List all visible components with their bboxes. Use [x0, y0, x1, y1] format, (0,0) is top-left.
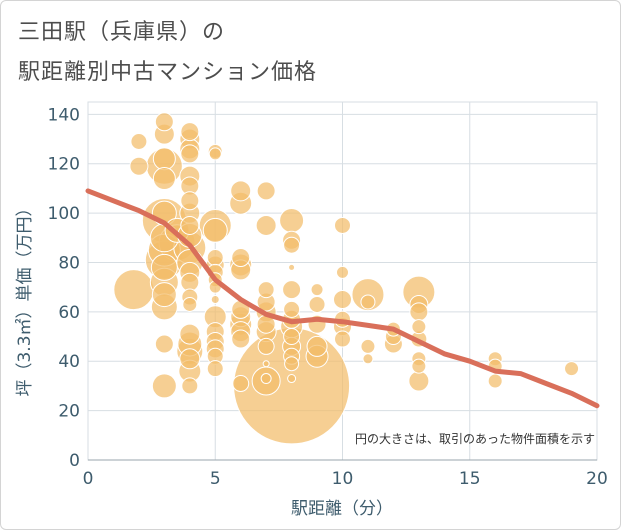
- data-bubble: [409, 302, 429, 322]
- data-bubble: [180, 144, 200, 164]
- data-bubble: [180, 272, 200, 292]
- data-bubble: [210, 295, 220, 305]
- data-bubble: [360, 294, 376, 310]
- bubble-layer: [113, 112, 580, 445]
- data-bubble: [151, 373, 177, 399]
- data-bubble: [334, 330, 351, 348]
- data-bubble: [181, 377, 199, 395]
- data-bubble: [306, 335, 328, 357]
- data-bubble: [310, 283, 324, 297]
- data-bubble: [152, 147, 176, 171]
- data-bubble: [255, 214, 277, 236]
- y-tick-label: 120: [48, 155, 80, 175]
- y-tick-label: 0: [69, 451, 80, 471]
- data-bubble: [279, 208, 305, 234]
- x-axis-label: 駅距離（分）: [291, 499, 393, 519]
- data-bubble: [260, 373, 272, 385]
- data-bubble: [231, 329, 251, 349]
- data-bubble: [257, 337, 275, 355]
- y-tick-label: 80: [58, 253, 80, 273]
- data-bubble: [232, 374, 250, 392]
- data-bubble: [360, 338, 376, 354]
- data-bubble: [151, 282, 177, 308]
- data-bubble: [288, 263, 296, 271]
- data-bubble: [262, 360, 270, 368]
- data-bubble: [206, 360, 224, 378]
- size-annotation: 円の大きさは、取引のあった物件面積を示す: [355, 431, 595, 446]
- data-bubble: [282, 280, 302, 300]
- data-bubble: [129, 156, 149, 176]
- y-tick-label: 20: [58, 402, 80, 422]
- data-bubble: [256, 181, 276, 201]
- data-bubble: [113, 269, 155, 311]
- x-tick-label: 5: [210, 469, 221, 489]
- data-bubble: [130, 133, 148, 151]
- data-bubble: [179, 348, 201, 370]
- data-bubble: [284, 356, 300, 372]
- chart-title-line-1: 三田駅（兵庫県）の: [18, 20, 226, 45]
- x-tick-label: 20: [586, 469, 608, 489]
- x-tick-label: 10: [332, 469, 354, 489]
- data-bubble: [152, 167, 176, 191]
- data-bubble: [411, 319, 427, 335]
- data-bubble: [230, 180, 252, 202]
- data-bubble: [182, 296, 198, 312]
- y-tick-label: 140: [48, 105, 80, 125]
- trend-line: [85, 188, 600, 409]
- chart-title-line-2: 駅距離別中古マンション価格: [18, 60, 318, 85]
- data-bubble: [206, 249, 224, 267]
- data-bubble: [231, 248, 251, 268]
- data-bubble: [362, 353, 374, 365]
- data-bubble: [411, 358, 427, 374]
- trend-layer: [85, 188, 600, 409]
- y-tick-label: 60: [58, 303, 80, 323]
- data-bubble: [257, 281, 275, 299]
- data-bubble: [150, 253, 178, 281]
- y-axis-label: 坪（3.3㎡）単価（万円）: [15, 199, 35, 396]
- data-bubble: [208, 147, 222, 161]
- data-bubble: [202, 217, 228, 243]
- data-bubble: [180, 122, 200, 142]
- data-bubble: [180, 191, 200, 211]
- data-bubble: [334, 216, 351, 234]
- data-bubble: [154, 112, 174, 132]
- x-tick-label: 0: [83, 469, 94, 489]
- data-bubble: [487, 373, 503, 389]
- data-bubble: [283, 300, 301, 318]
- axis-layer: 0 5 10 15 20 0 20 40 60 80 100 120 140: [48, 105, 608, 489]
- data-bubble: [154, 334, 174, 354]
- data-bubble: [408, 370, 430, 392]
- data-bubble: [179, 323, 201, 345]
- data-bubble: [180, 215, 200, 235]
- x-tick-label: 15: [459, 469, 481, 489]
- data-bubble: [283, 236, 301, 254]
- y-tick-label: 100: [48, 204, 80, 224]
- data-bubble: [308, 295, 326, 313]
- data-bubble: [564, 361, 580, 377]
- y-tick-label: 40: [58, 352, 80, 372]
- data-bubble: [336, 265, 349, 279]
- data-bubble: [287, 374, 297, 384]
- data-bubble: [333, 290, 352, 310]
- data-bubble: [283, 328, 301, 346]
